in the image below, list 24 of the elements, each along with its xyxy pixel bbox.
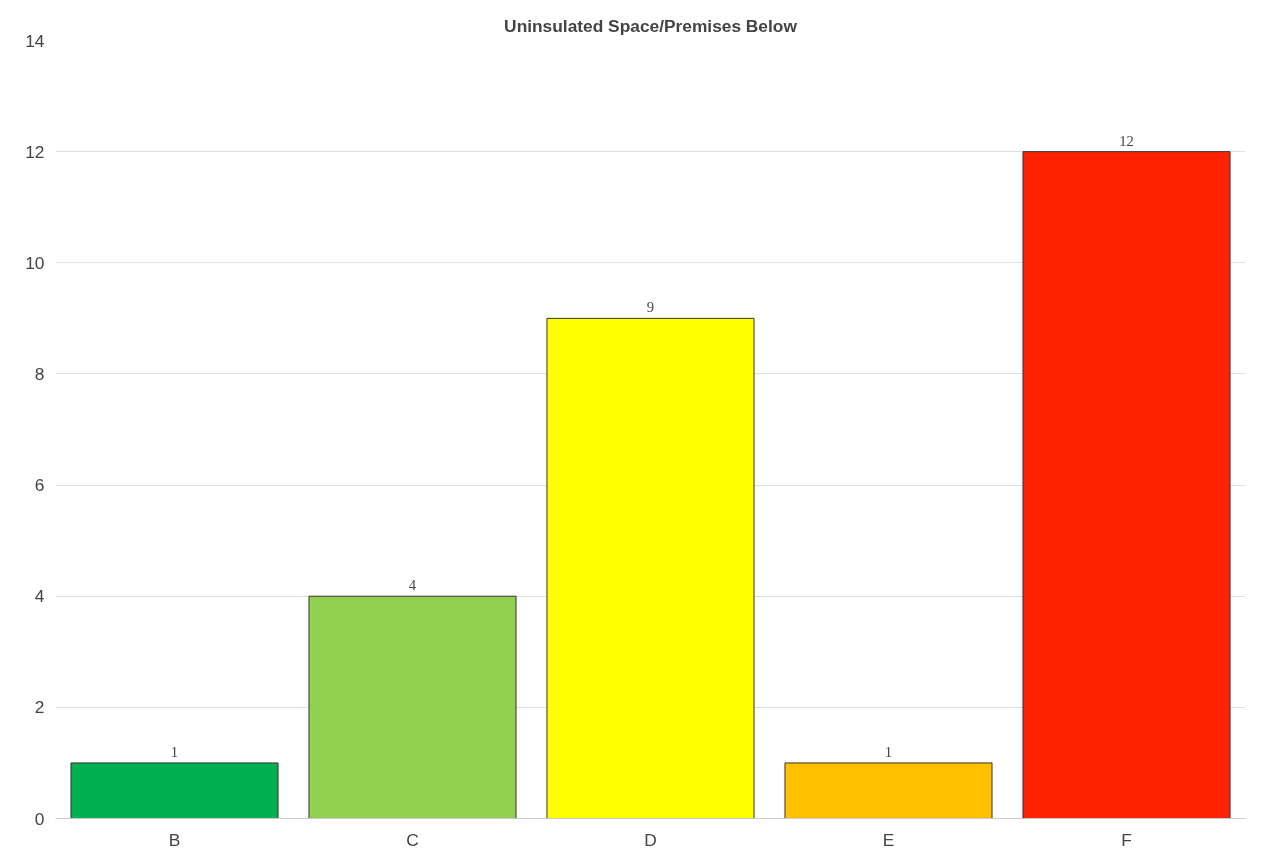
x-tick-label: D: [644, 829, 657, 850]
data-label: 1: [170, 743, 179, 760]
bar: [308, 595, 517, 819]
y-tick-label: 4: [34, 586, 45, 607]
bar: [784, 762, 993, 819]
bar: [546, 317, 755, 819]
bar: [70, 762, 279, 819]
y-tick-label: 2: [34, 697, 45, 718]
bar: [1022, 151, 1231, 819]
data-label: 12: [1119, 132, 1134, 149]
x-tick-label: B: [168, 829, 181, 850]
chart-title: Uninsulated Space/Premises Below: [504, 15, 798, 36]
y-tick-label: 10: [25, 252, 45, 273]
y-tick-label: 12: [25, 141, 45, 162]
x-tick-label: F: [1121, 829, 1132, 850]
y-tick-label: 8: [34, 363, 45, 384]
y-tick-label: 6: [34, 475, 45, 496]
x-tick-label: E: [882, 829, 895, 850]
data-label: 9: [646, 299, 655, 316]
data-label: 1: [884, 743, 893, 760]
data-label: 4: [408, 577, 417, 594]
x-tick-label: C: [406, 829, 419, 850]
y-tick-label: 14: [25, 30, 45, 51]
y-tick-label: 0: [34, 808, 45, 829]
